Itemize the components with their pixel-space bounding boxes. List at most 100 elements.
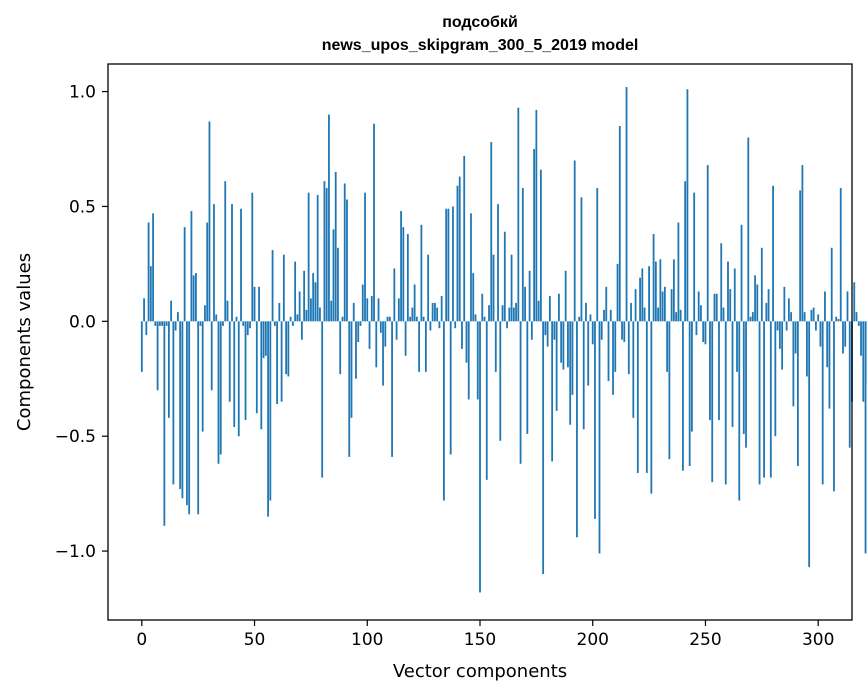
bar-177 xyxy=(539,169,542,322)
bar-147 xyxy=(472,273,475,322)
bar-33 xyxy=(215,314,218,322)
bar-259 xyxy=(724,321,727,485)
bar-3 xyxy=(147,222,150,322)
bar-152 xyxy=(483,316,486,322)
bar-246 xyxy=(695,321,698,336)
bar-48 xyxy=(249,321,251,329)
bar-57 xyxy=(269,321,272,501)
bar-25 xyxy=(197,321,200,515)
bar-166 xyxy=(515,302,517,322)
y-tick-label: 0.5 xyxy=(69,197,96,217)
bar-82 xyxy=(325,188,328,322)
bar-145 xyxy=(467,321,470,400)
bar-111 xyxy=(391,321,393,457)
bar-66 xyxy=(289,316,292,322)
bar-127 xyxy=(427,254,430,322)
bar-303 xyxy=(824,291,826,322)
bar-212 xyxy=(618,126,621,322)
x-tick-label: 300 xyxy=(802,630,834,650)
bar-250 xyxy=(704,321,707,345)
bar-107 xyxy=(382,321,384,386)
bar-5 xyxy=(152,213,154,322)
bar-143 xyxy=(463,155,466,322)
bar-41 xyxy=(233,321,236,428)
bar-307 xyxy=(833,321,835,492)
bar-108 xyxy=(384,321,387,347)
bar-69 xyxy=(296,314,299,322)
bar-317 xyxy=(855,312,858,322)
bar-84 xyxy=(330,300,333,322)
bar-308 xyxy=(835,316,838,322)
bar-1 xyxy=(143,298,145,322)
y-axis-label: Components values xyxy=(14,253,35,431)
bar-104 xyxy=(375,321,378,368)
bar-103 xyxy=(373,123,375,322)
bar-175 xyxy=(535,109,538,322)
bar-96 xyxy=(357,321,360,342)
bar-251 xyxy=(706,165,709,322)
bar-269 xyxy=(747,137,750,322)
bar-219 xyxy=(634,289,637,322)
bar-182 xyxy=(551,321,554,462)
bar-181 xyxy=(548,296,551,322)
bar-13 xyxy=(170,300,173,322)
bar-320 xyxy=(862,321,865,402)
bar-299 xyxy=(815,321,817,331)
bar-series xyxy=(140,86,867,593)
bar-172 xyxy=(528,270,531,322)
bar-137 xyxy=(449,321,452,455)
bar-156 xyxy=(492,254,495,322)
bar-186 xyxy=(560,321,563,363)
bar-237 xyxy=(675,312,678,322)
bar-12 xyxy=(167,321,170,418)
x-tick-label: 150 xyxy=(464,630,496,650)
bar-210 xyxy=(614,321,617,372)
bar-135 xyxy=(445,208,448,322)
bar-31 xyxy=(210,321,213,391)
bar-275 xyxy=(760,247,763,322)
bar-240 xyxy=(682,321,684,471)
bar-243 xyxy=(688,321,691,467)
bar-215 xyxy=(625,86,628,322)
bar-29 xyxy=(206,222,209,322)
bar-178 xyxy=(542,321,545,575)
bar-314 xyxy=(848,321,851,448)
bar-211 xyxy=(616,263,619,322)
bar-45 xyxy=(242,321,245,326)
bar-42 xyxy=(235,316,238,322)
bar-264 xyxy=(736,321,738,372)
y-tick-label: 1.0 xyxy=(69,83,96,103)
bar-17 xyxy=(179,321,182,490)
bar-102 xyxy=(370,296,373,322)
bar-64 xyxy=(285,321,288,375)
bar-321 xyxy=(864,321,867,554)
x-tick-label: 250 xyxy=(689,630,721,650)
x-tick-label: 50 xyxy=(244,630,266,650)
bar-81 xyxy=(323,181,326,322)
bar-204 xyxy=(600,321,603,340)
bar-36 xyxy=(222,321,224,326)
bar-138 xyxy=(452,206,454,322)
bar-15 xyxy=(174,321,177,331)
bar-295 xyxy=(806,321,808,377)
bar-301 xyxy=(819,321,822,347)
bar-279 xyxy=(769,321,772,478)
bar-63 xyxy=(282,254,285,322)
bar-257 xyxy=(720,243,723,322)
bar-133 xyxy=(440,296,443,322)
bar-283 xyxy=(778,321,781,349)
bar-286 xyxy=(785,321,788,331)
bar-4 xyxy=(149,266,152,322)
bar-91 xyxy=(346,199,348,322)
bar-185 xyxy=(558,293,560,322)
y-tick-label: −1.0 xyxy=(55,542,96,562)
bar-109 xyxy=(386,316,389,322)
bar-10 xyxy=(163,321,166,526)
bar-43 xyxy=(237,321,240,437)
bar-21 xyxy=(188,321,191,515)
bar-302 xyxy=(821,321,824,485)
bar-76 xyxy=(312,273,315,322)
bar-193 xyxy=(576,321,578,538)
bar-126 xyxy=(424,321,427,372)
